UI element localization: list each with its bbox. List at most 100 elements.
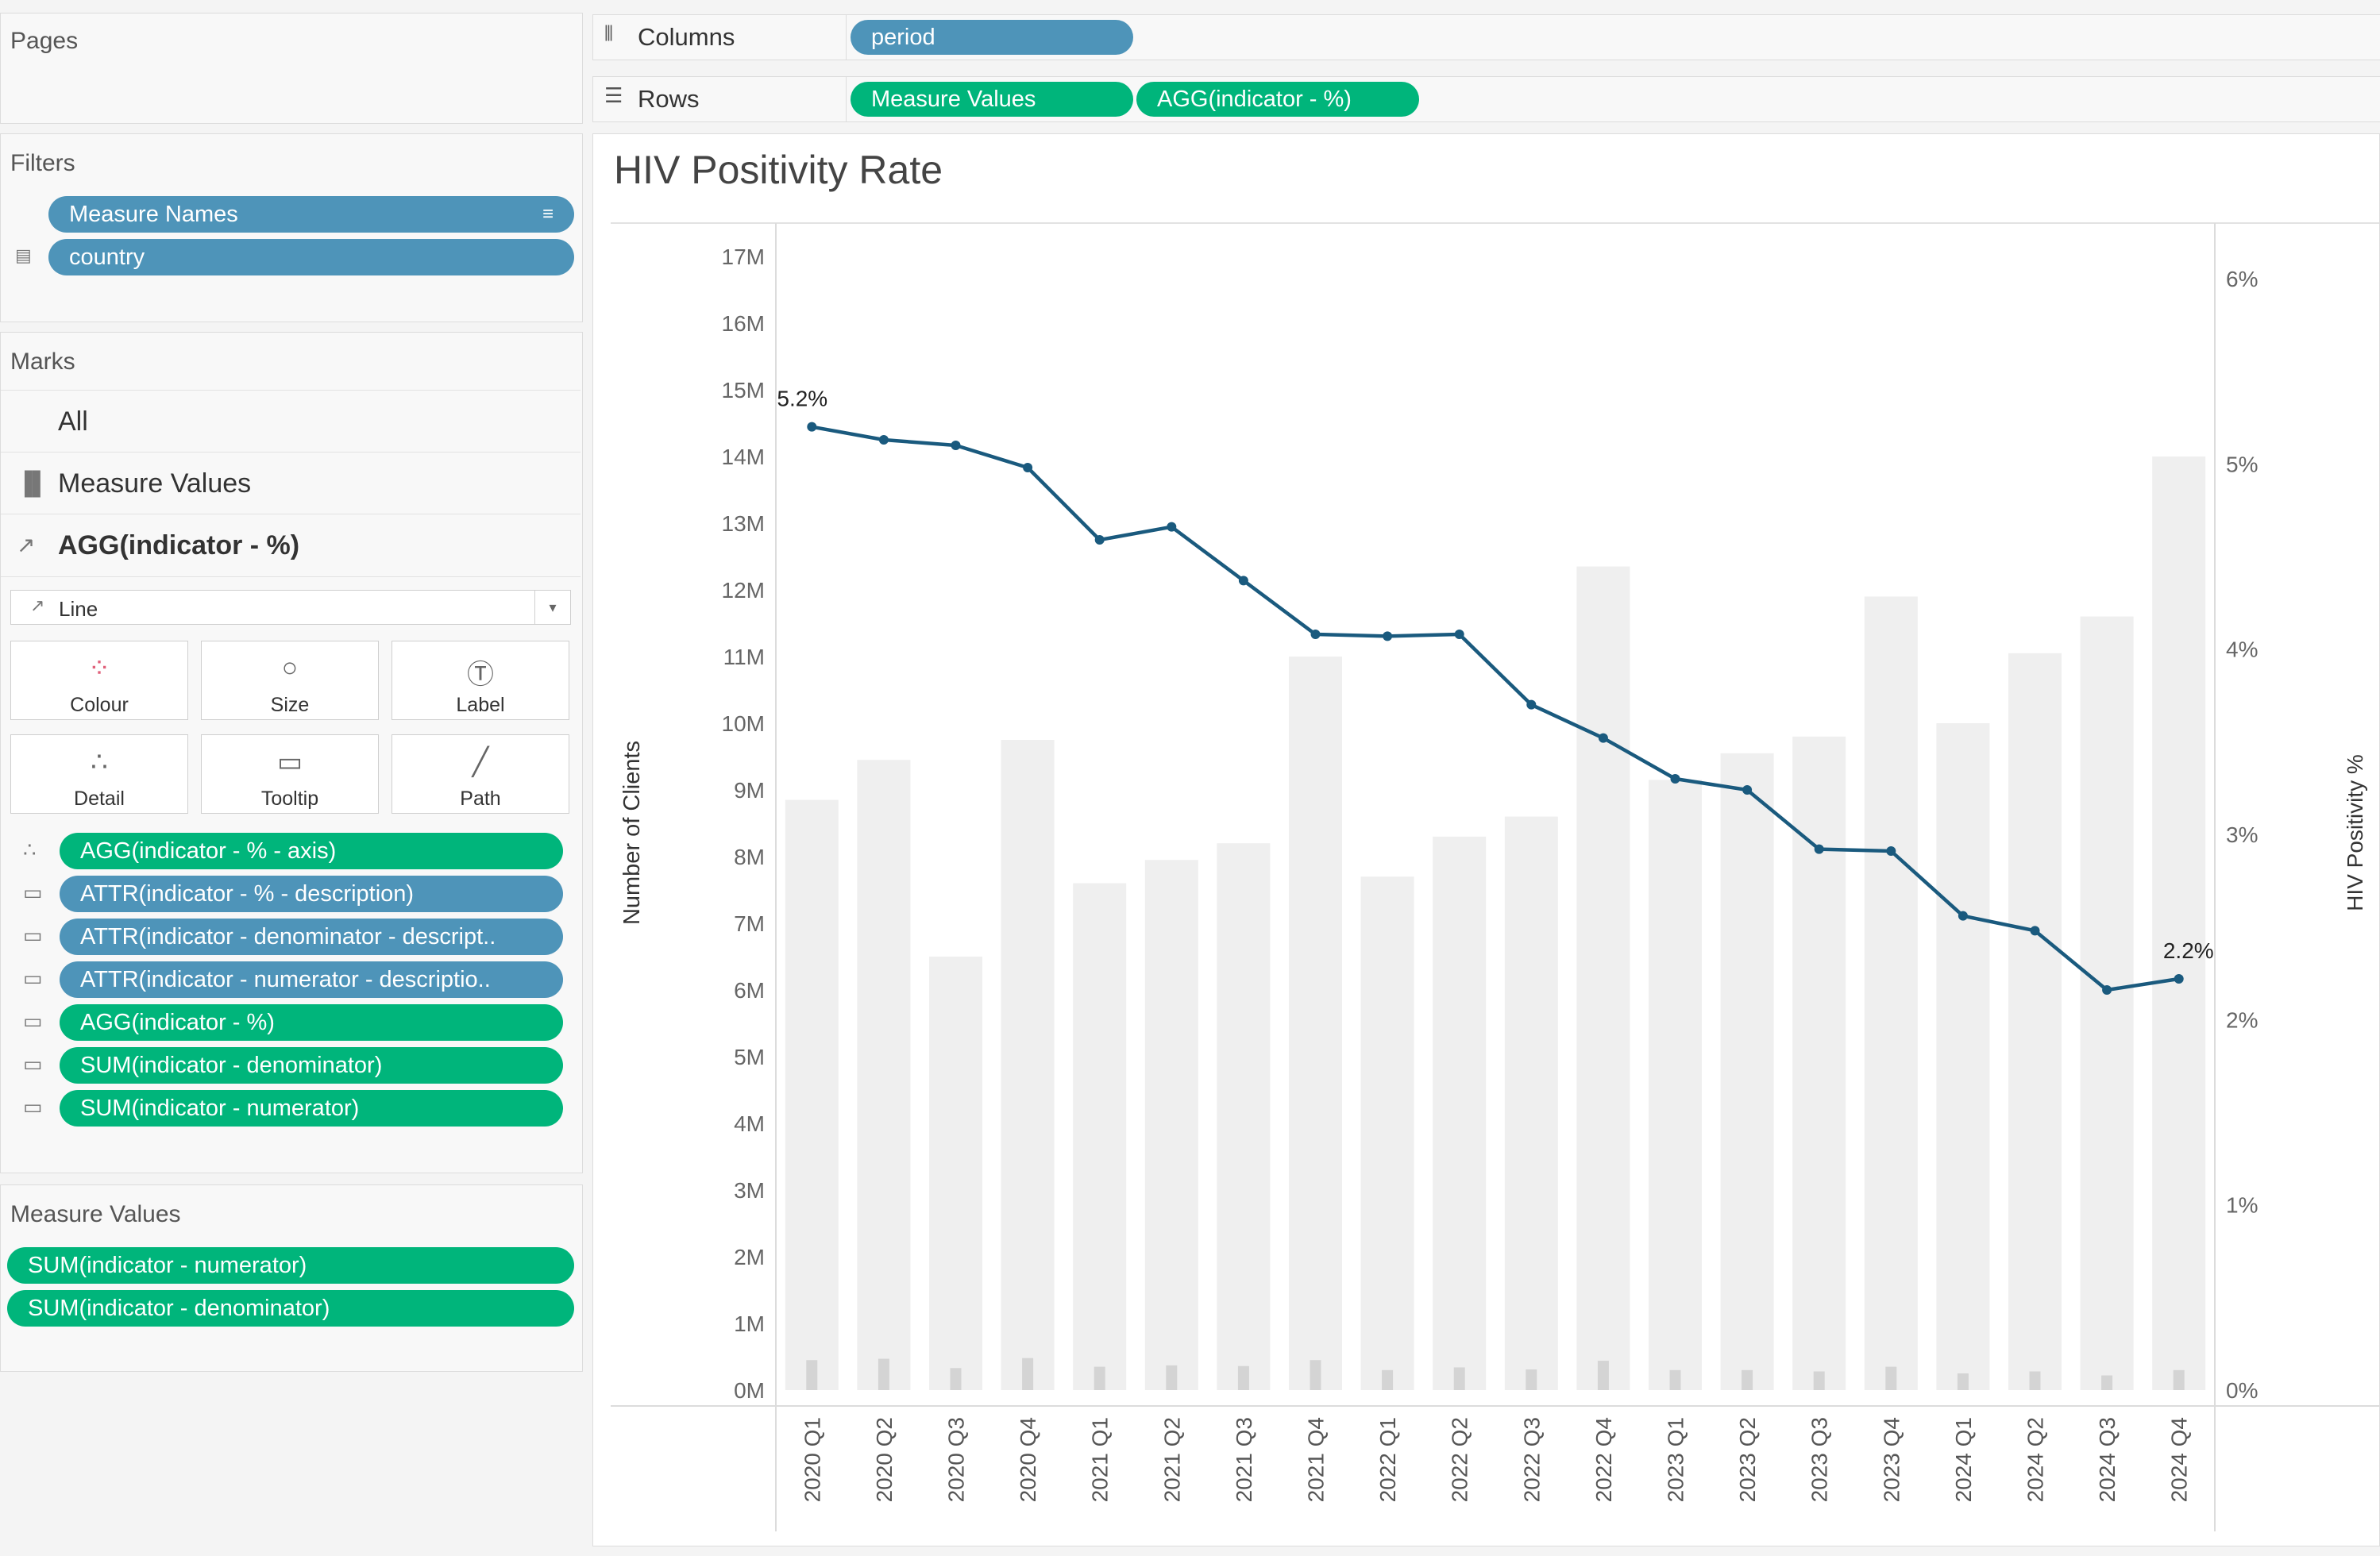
y-tick-label: 1M	[734, 1311, 765, 1336]
label-card-label: Label	[456, 694, 505, 716]
denominator-bar	[2008, 653, 2062, 1390]
x-tick-label: 2020 Q3	[944, 1417, 969, 1502]
property-pill[interactable]: SUM(indicator - numerator)	[60, 1090, 563, 1127]
rows-pill-measure-values-label: Measure Values	[871, 87, 1036, 112]
filters-title: Filters	[10, 150, 75, 176]
numerator-bar	[1885, 1366, 1897, 1390]
property-pill[interactable]: ATTR(indicator - denominator - descript.…	[60, 919, 563, 955]
denominator-bar	[1648, 780, 1703, 1390]
denominator-bar	[1360, 876, 1414, 1390]
measure-value-pill[interactable]: SUM(indicator - denominator)	[7, 1290, 574, 1327]
filters-panel: Filters Measure Names ≡ ▤ country	[0, 133, 583, 322]
property-pill-label: ATTR(indicator - % - description)	[80, 881, 415, 907]
property-pill-label: SUM(indicator - numerator)	[80, 1096, 360, 1121]
marks-layer-agg-indicator[interactable]: ↗ AGG(indicator - %)	[1, 514, 581, 577]
property-pill[interactable]: ATTR(indicator - numerator - descriptio.…	[60, 961, 563, 998]
numerator-bar	[1742, 1369, 1753, 1390]
property-pill[interactable]: SUM(indicator - denominator)	[60, 1047, 563, 1084]
line-icon: ↗	[17, 533, 36, 557]
size-card-label: Size	[270, 694, 310, 716]
x-tick-label: 2022 Q1	[1375, 1417, 1400, 1502]
measure-values-title: Measure Values	[10, 1201, 181, 1227]
positivity-point	[1310, 630, 1321, 639]
denominator-bar	[928, 957, 983, 1390]
detail-card[interactable]: ∴ Detail	[10, 734, 188, 814]
path-card[interactable]: ╱ Path	[392, 734, 569, 814]
positivity-point	[1814, 844, 1824, 854]
columns-pill-period-label: period	[871, 25, 935, 50]
property-pill[interactable]: AGG(indicator - %)	[60, 1004, 563, 1041]
tooltip-card[interactable]: ▭ Tooltip	[201, 734, 379, 814]
numerator-bar	[806, 1360, 818, 1390]
x-tick-label: 2023 Q1	[1664, 1417, 1688, 1502]
rows-pill-measure-values[interactable]: Measure Values	[851, 82, 1133, 117]
marks-layer-agg-indicator-label: AGG(indicator - %)	[58, 530, 300, 560]
tooltip-icon: ▭	[23, 923, 43, 947]
marks-layer-all[interactable]: All	[1, 390, 581, 453]
x-ticks: 2020 Q1 2020 Q2 2020 Q3 2020 Q4 2021 Q1 2021 …	[800, 1417, 2191, 1502]
positivity-point	[1670, 774, 1680, 784]
rows-pill-agg-indicator-label: AGG(indicator - %)	[1157, 87, 1352, 112]
numerator-bar	[1166, 1365, 1178, 1390]
property-pill[interactable]: ATTR(indicator - % - description)	[60, 876, 563, 912]
numerator-bar	[1669, 1369, 1681, 1390]
numerator-bar	[1957, 1373, 1969, 1390]
detail-icon: ∴	[23, 838, 37, 861]
y2-tick-label: 3%	[2226, 822, 2258, 847]
tooltip-icon: ▭	[23, 880, 43, 904]
positivity-point	[2102, 985, 2112, 995]
label-card[interactable]: Ⓣ Label	[392, 641, 569, 720]
mark-type-select[interactable]: ↗ Line ▾	[10, 590, 571, 625]
numerator-bar	[1237, 1365, 1249, 1390]
x-tick-label: 2023 Q4	[1879, 1417, 1904, 1502]
columns-pill-period[interactable]: period	[851, 20, 1133, 55]
filter-measure-names-label: Measure Names	[69, 202, 238, 227]
filter-measure-names-pill[interactable]: Measure Names ≡	[48, 196, 574, 233]
tooltip-icon: ▭	[23, 1052, 43, 1076]
x-tick-label: 2021 Q4	[1304, 1417, 1329, 1502]
y-tick-label: 0M	[734, 1378, 765, 1403]
detail-card-label: Detail	[74, 788, 125, 810]
pages-title: Pages	[10, 28, 79, 54]
size-card[interactable]: ○ Size	[201, 641, 379, 720]
tooltip-icon: ▭	[23, 1095, 43, 1119]
numerator-bar	[950, 1368, 962, 1390]
columns-shelf[interactable]: ⫴ Columns period	[592, 14, 2380, 60]
mark-type-value: Line	[59, 597, 98, 621]
filter-icon: ▤	[15, 245, 32, 265]
filter-country-pill[interactable]: country	[48, 239, 574, 275]
x-tick-label: 2021 Q2	[1159, 1417, 1184, 1502]
tooltip-icon: ▭	[23, 966, 43, 990]
line-layer: 5.2% 2.2%	[777, 387, 2214, 995]
y2-tick-label: 2%	[2226, 1007, 2258, 1032]
denominator-bar	[785, 799, 839, 1390]
numerator-bar	[2173, 1369, 2185, 1390]
y-tick-label: 4M	[734, 1111, 765, 1136]
rows-pill-agg-indicator[interactable]: AGG(indicator - %)	[1136, 82, 1419, 117]
columns-shelf-label: Columns	[638, 23, 735, 51]
numerator-bar	[1813, 1371, 1825, 1390]
marks-layer-measure-values[interactable]: ▐▌ Measure Values	[1, 452, 581, 514]
property-pill[interactable]: AGG(indicator - % - axis)	[60, 833, 563, 869]
bars-layer	[785, 456, 2206, 1390]
y-tick-label: 15M	[722, 378, 765, 402]
rows-shelf[interactable]: ☰ Rows Measure Values AGG(indicator - %)	[592, 76, 2380, 122]
denominator-bar	[1864, 596, 1918, 1390]
colour-card[interactable]: ⁘ Colour	[10, 641, 188, 720]
y-tick-label: 16M	[722, 311, 765, 336]
numerator-bar	[1382, 1369, 1394, 1390]
denominator-bar	[1576, 566, 1630, 1390]
x-tick-label: 2022 Q2	[1448, 1417, 1472, 1502]
positivity-point	[1238, 576, 1248, 586]
denominator-bar	[1936, 723, 1990, 1390]
marks-title: Marks	[10, 349, 75, 375]
measure-value-pill[interactable]: SUM(indicator - numerator)	[7, 1247, 574, 1284]
denominator-bar	[1720, 753, 1774, 1390]
positivity-point	[1383, 631, 1393, 641]
y-tick-label: 8M	[734, 845, 765, 869]
y-axis-label: Number of Clients	[619, 741, 645, 925]
y-tick-label: 7M	[734, 911, 765, 936]
denominator-bar	[1144, 860, 1198, 1390]
denominator-bar	[2080, 616, 2134, 1390]
y-tick-label: 9M	[734, 778, 765, 803]
